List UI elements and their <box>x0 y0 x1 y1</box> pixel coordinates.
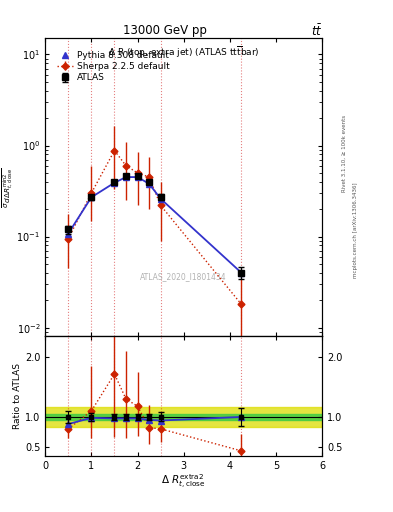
Text: $\Delta$ R (top, extra jet) (ATLAS tt$\overline{\rm t}$bar): $\Delta$ R (top, extra jet) (ATLAS tt$\o… <box>108 45 259 59</box>
Pythia 8.308 default <box>124 174 129 180</box>
Pythia 8.308 default <box>239 270 244 276</box>
Y-axis label: $\frac{1}{\sigma}\frac{d\sigma}{d\Delta R^{\rm min2}_{t,\rm close}}$: $\frac{1}{\sigma}\frac{d\sigma}{d\Delta … <box>0 167 15 208</box>
Y-axis label: Ratio to ATLAS: Ratio to ATLAS <box>13 363 22 429</box>
Pythia 8.308 default <box>66 230 71 237</box>
Bar <box>45 414 322 420</box>
Pythia 8.308 default <box>112 180 117 186</box>
Text: Rivet 3.1.10, ≥ 100k events: Rivet 3.1.10, ≥ 100k events <box>342 115 346 192</box>
Pythia 8.308 default <box>158 196 163 202</box>
Bar <box>45 407 322 428</box>
Pythia 8.308 default <box>89 194 94 200</box>
Text: 13000 GeV pp: 13000 GeV pp <box>123 24 207 36</box>
Pythia 8.308 default <box>135 174 140 180</box>
Text: ATLAS_2020_I1801434: ATLAS_2020_I1801434 <box>140 272 227 282</box>
Legend: Pythia 8.308 default, Sherpa 2.2.5 default, ATLAS: Pythia 8.308 default, Sherpa 2.2.5 defau… <box>55 49 171 84</box>
Pythia 8.308 default <box>147 181 151 187</box>
X-axis label: $\Delta$ $R^{\rm extra2}_{t,\rm close}$: $\Delta$ $R^{\rm extra2}_{t,\rm close}$ <box>162 473 206 492</box>
Text: $t\bar{t}$: $t\bar{t}$ <box>310 24 322 39</box>
Line: Pythia 8.308 default: Pythia 8.308 default <box>66 174 244 275</box>
Text: mcplots.cern.ch [arXiv:1306.3436]: mcplots.cern.ch [arXiv:1306.3436] <box>353 183 358 278</box>
